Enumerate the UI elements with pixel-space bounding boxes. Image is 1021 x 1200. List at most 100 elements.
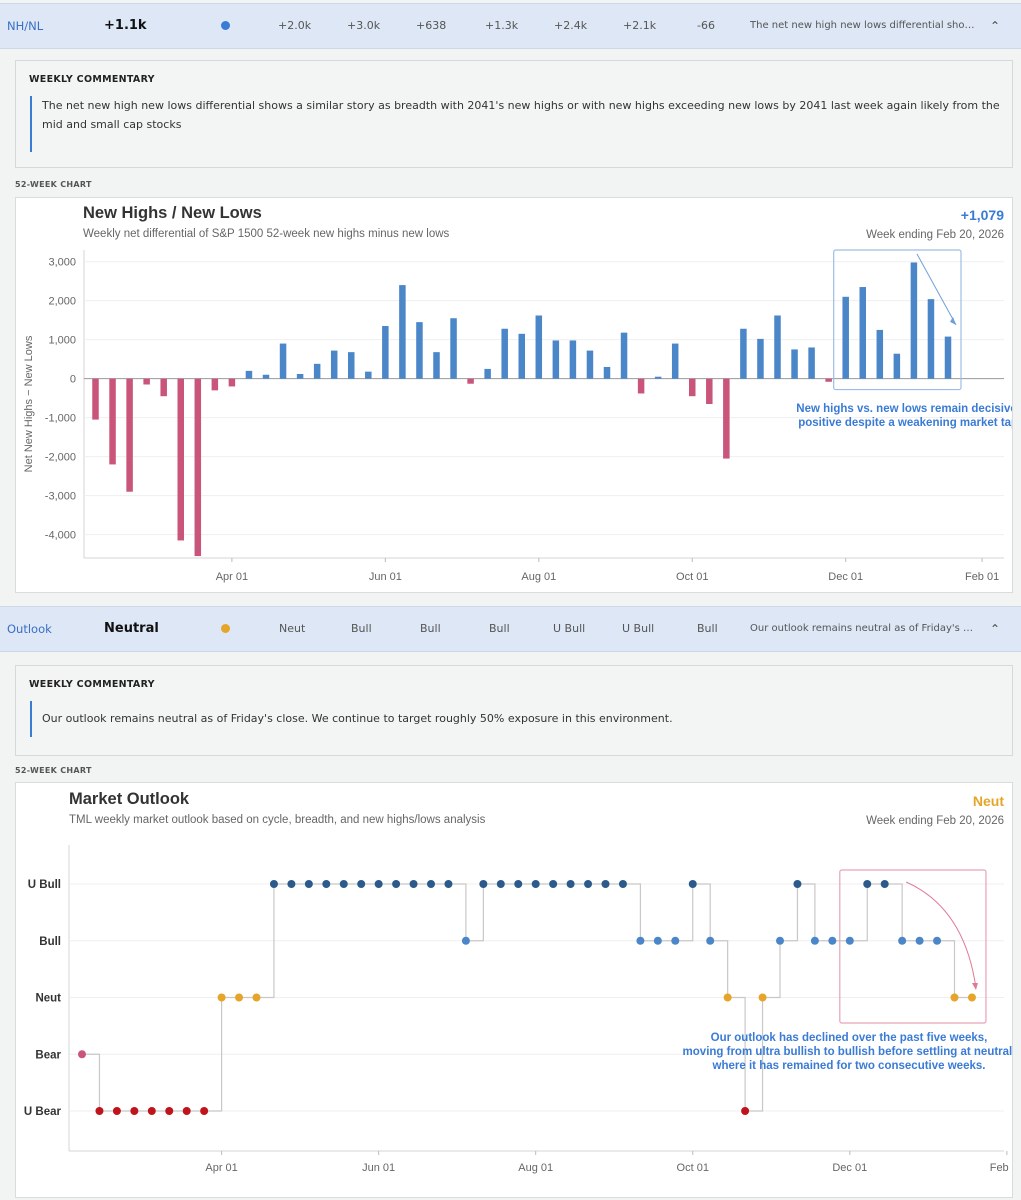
weekly-value: Bull bbox=[697, 622, 718, 635]
outlook-point bbox=[496, 880, 505, 888]
chart-subtitle: Weekly net differential of S&P 1500 52-w… bbox=[83, 228, 450, 240]
commentary-text: Our outlook remains neutral as of Friday… bbox=[30, 701, 1000, 737]
weekly-commentary-panel: WEEKLY COMMENTARY The net new high new l… bbox=[15, 60, 1013, 168]
outlook-row-label[interactable]: Outlook bbox=[7, 622, 52, 636]
arrow-head bbox=[971, 983, 978, 990]
nhnl-chart-card: New Highs / New Lows Weekly net differen… bbox=[15, 197, 1013, 593]
bar bbox=[211, 378, 219, 391]
outlook-point bbox=[479, 880, 488, 888]
commentary-title: WEEKLY COMMENTARY bbox=[29, 679, 155, 690]
chevron-up-icon[interactable]: ⌃ bbox=[990, 622, 1001, 636]
week-ending-label: Week ending Feb 20, 2026 bbox=[866, 229, 1004, 241]
bar bbox=[160, 378, 167, 397]
outlook-point bbox=[601, 880, 610, 888]
outlook-point bbox=[950, 993, 959, 1002]
outlook-point bbox=[461, 936, 470, 945]
outlook-point bbox=[845, 936, 854, 945]
outlook-point bbox=[584, 880, 593, 888]
bar bbox=[330, 350, 338, 379]
weekly-value: Bull bbox=[489, 622, 510, 635]
commentary-title: WEEKLY COMMENTARY bbox=[29, 74, 155, 85]
weekly-value: +2.0k bbox=[278, 19, 312, 32]
week-ending-label: Week ending Feb 20, 2026 bbox=[866, 815, 1004, 827]
bar bbox=[603, 366, 611, 379]
outlook-point bbox=[723, 993, 732, 1002]
outlook-summary-row[interactable]: Outlook Neutral Neut Bull Bull Bull U Bu… bbox=[0, 606, 1021, 652]
bar bbox=[313, 363, 321, 379]
bar bbox=[927, 299, 935, 379]
outlook-point bbox=[269, 880, 278, 888]
bar bbox=[382, 326, 389, 379]
row-commentary-preview: The net new high new lows differential s… bbox=[750, 20, 978, 31]
outlook-point bbox=[810, 936, 819, 945]
bar bbox=[177, 378, 184, 541]
weekly-value: U Bull bbox=[622, 622, 655, 635]
outlook-point bbox=[444, 880, 453, 888]
outlook-point bbox=[235, 993, 244, 1002]
bar bbox=[808, 347, 815, 379]
outlook-point bbox=[78, 1050, 86, 1059]
bar bbox=[450, 318, 457, 379]
annotation-arrow bbox=[916, 253, 957, 326]
weekly-value: +3.0k bbox=[347, 19, 381, 32]
y-tick-label: -4,000 bbox=[45, 530, 76, 542]
chart-section-label: 52-WEEK CHART bbox=[15, 180, 92, 189]
y-category-label: Bear bbox=[35, 1049, 61, 1061]
chart-section-label: 52-WEEK CHART bbox=[15, 766, 92, 775]
outlook-point bbox=[217, 993, 226, 1002]
bar bbox=[552, 340, 560, 379]
annotation-line: where it has remained for two consecutiv… bbox=[712, 1060, 986, 1072]
nhnl-row-value: +1.1k bbox=[104, 18, 147, 33]
bar bbox=[228, 378, 236, 387]
outlook-dot-chart: U Bear Bear Neut Bull U Bull Apr 01 Jun 01 Aug … bbox=[24, 845, 1012, 1174]
nhnl-row-label[interactable]: NH/NL bbox=[7, 19, 44, 33]
bar bbox=[262, 374, 270, 379]
y-category-label: Neut bbox=[35, 993, 61, 1005]
x-tick-label: Jun 01 bbox=[369, 571, 402, 583]
outlook-point bbox=[374, 880, 383, 888]
bar bbox=[143, 378, 150, 385]
outlook-point bbox=[688, 880, 697, 888]
outlook-point bbox=[147, 1107, 156, 1115]
weekly-commentary-panel: WEEKLY COMMENTARY Our outlook remains ne… bbox=[15, 665, 1013, 756]
x-tick-label: Feb 01 bbox=[965, 571, 999, 583]
bar bbox=[654, 376, 662, 379]
outlook-point bbox=[252, 993, 261, 1002]
annotation-line: positive despite a weakening market tape bbox=[798, 417, 1012, 429]
x-tick-label: Aug 01 bbox=[521, 571, 556, 583]
annotation-arrow bbox=[905, 881, 977, 989]
bar bbox=[399, 285, 406, 379]
y-axis-title: Net New Highs − New Lows bbox=[23, 335, 35, 472]
nhnl-summary-row[interactable]: NH/NL +1.1k +2.0k +3.0k +638 +1.3k +2.4k… bbox=[0, 3, 1021, 49]
x-tick-label: Aug 01 bbox=[518, 1162, 553, 1174]
outlook-point bbox=[758, 993, 767, 1002]
x-tick-label: Apr 01 bbox=[216, 571, 248, 583]
x-tick-label: Jun 01 bbox=[362, 1162, 395, 1174]
bar bbox=[296, 373, 304, 379]
outlook-row-value: Neutral bbox=[104, 621, 159, 636]
y-tick-label: -2,000 bbox=[45, 452, 76, 464]
y-tick-label: -3,000 bbox=[45, 491, 76, 503]
outlook-point bbox=[880, 880, 889, 888]
outlook-point bbox=[339, 880, 348, 888]
outlook-point bbox=[776, 936, 784, 945]
weekly-value: +1.3k bbox=[485, 19, 519, 32]
chevron-up-icon[interactable]: ⌃ bbox=[990, 19, 1001, 33]
outlook-point bbox=[933, 936, 942, 945]
outlook-point bbox=[357, 880, 366, 888]
bar bbox=[586, 350, 594, 379]
bar bbox=[825, 378, 832, 382]
bar bbox=[518, 333, 525, 379]
outlook-point bbox=[967, 993, 976, 1002]
outlook-point bbox=[287, 880, 296, 888]
outlook-point bbox=[112, 1107, 121, 1115]
nhnl-bar-chart: 3,000 2,000 1,000 0 -1,000 -2,000 -3,000 -4,000… bbox=[23, 249, 1012, 583]
bar bbox=[876, 329, 884, 379]
highlight-box bbox=[833, 249, 962, 391]
bar bbox=[279, 343, 287, 379]
y-tick-label: 3,000 bbox=[48, 257, 76, 269]
bar bbox=[689, 378, 696, 397]
bar bbox=[757, 338, 764, 379]
y-tick-label: -1,000 bbox=[45, 413, 76, 425]
outlook-point bbox=[130, 1107, 139, 1115]
